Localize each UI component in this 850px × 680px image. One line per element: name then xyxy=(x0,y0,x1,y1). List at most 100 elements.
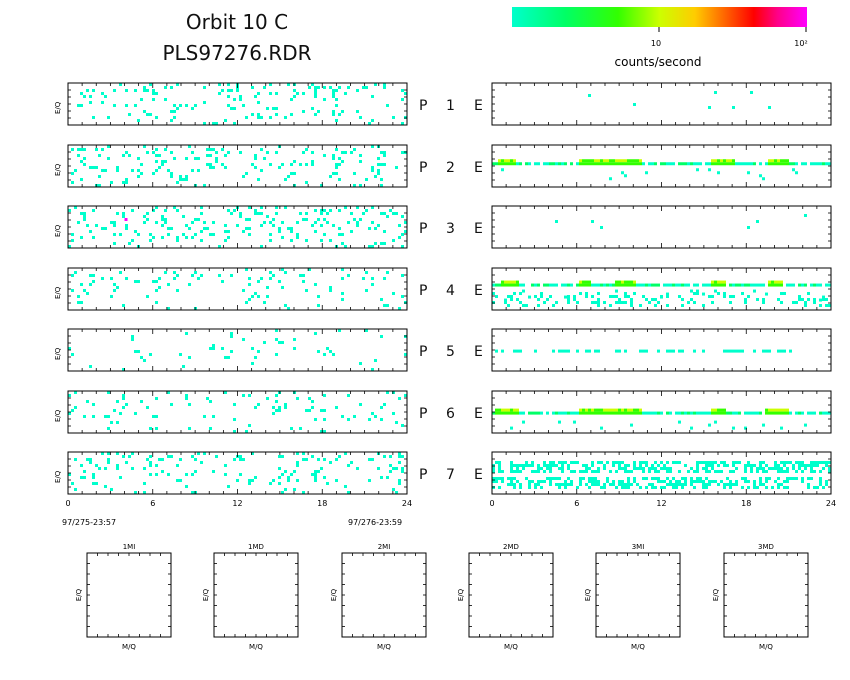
data-cell xyxy=(501,283,504,287)
data-cell xyxy=(320,224,323,227)
data-cell xyxy=(302,218,305,221)
data-cell xyxy=(392,212,395,215)
data-cell xyxy=(122,455,125,458)
data-cell xyxy=(639,461,642,464)
data-cell xyxy=(714,91,717,94)
data-cell xyxy=(293,83,296,86)
data-cell xyxy=(819,162,822,166)
data-cell xyxy=(624,483,627,486)
data-cell xyxy=(158,166,161,169)
data-cell xyxy=(341,277,344,280)
data-cell xyxy=(287,479,290,482)
data-cell xyxy=(332,113,335,116)
data-cell xyxy=(672,477,675,480)
data-cell xyxy=(320,184,323,187)
data-cell xyxy=(176,236,179,239)
data-cell xyxy=(383,403,386,406)
data-cell xyxy=(588,280,591,284)
data-cell xyxy=(248,394,251,397)
data-cell xyxy=(726,411,729,415)
data-cell xyxy=(185,178,188,181)
data-cell xyxy=(636,408,639,412)
data-cell xyxy=(338,157,341,160)
data-cell xyxy=(642,467,645,470)
data-cell xyxy=(95,148,98,151)
data-cell xyxy=(230,332,233,335)
data-cell xyxy=(278,409,281,412)
data-cell xyxy=(302,458,305,461)
data-cell xyxy=(702,304,705,307)
data-cell xyxy=(726,464,729,467)
data-cell xyxy=(233,418,236,421)
data-cell xyxy=(756,470,759,473)
data-cell xyxy=(723,464,726,467)
data-cell xyxy=(711,467,714,470)
data-cell xyxy=(717,411,720,415)
data-cell xyxy=(329,350,332,353)
data-cell xyxy=(663,162,666,166)
data-cell xyxy=(546,283,549,287)
mass-panel-ylabel: E/Q xyxy=(584,588,592,601)
data-cell xyxy=(314,332,317,335)
data-cell xyxy=(723,349,726,353)
data-cell xyxy=(83,148,86,151)
data-cell xyxy=(681,162,684,166)
data-cell xyxy=(624,408,627,412)
data-cell xyxy=(314,470,317,473)
data-cell xyxy=(392,116,395,119)
data-cell xyxy=(702,486,705,489)
data-cell xyxy=(323,476,326,479)
colorbar-tick-10: 10 xyxy=(651,39,661,48)
data-cell xyxy=(335,406,338,409)
data-cell xyxy=(621,283,624,287)
data-cell xyxy=(510,162,513,166)
mass-panel-xlabel: M/Q xyxy=(759,643,773,651)
data-cell xyxy=(666,461,669,464)
data-cell xyxy=(690,162,693,166)
data-cell xyxy=(540,295,543,298)
data-cell xyxy=(654,467,657,470)
data-cell xyxy=(612,408,615,412)
data-cell xyxy=(675,483,678,486)
colorbar-tick-100: 10² xyxy=(794,39,807,48)
data-cell xyxy=(804,162,807,166)
data-cell xyxy=(654,298,657,301)
data-cell xyxy=(164,160,167,163)
data-cell xyxy=(606,477,609,480)
data-cell xyxy=(86,292,89,295)
data-cell xyxy=(567,467,570,470)
data-cell xyxy=(576,162,579,166)
data-cell xyxy=(753,483,756,486)
data-cell xyxy=(353,415,356,418)
data-cell xyxy=(525,477,528,480)
data-cell xyxy=(290,113,293,116)
data-cell xyxy=(813,464,816,467)
data-cell xyxy=(627,486,630,489)
data-cell xyxy=(227,356,230,359)
data-cell xyxy=(747,461,750,464)
data-cell xyxy=(624,174,627,178)
data-cell xyxy=(564,486,567,489)
data-cell xyxy=(155,464,158,467)
data-cell xyxy=(510,477,513,480)
data-cell xyxy=(323,233,326,236)
data-cell xyxy=(284,206,287,209)
data-cell xyxy=(582,411,585,415)
data-cell xyxy=(579,292,582,295)
data-cell xyxy=(681,486,684,489)
data-cell xyxy=(383,86,386,89)
data-cell xyxy=(519,283,522,287)
data-cell xyxy=(711,162,714,166)
data-cell xyxy=(660,295,663,298)
data-cell xyxy=(77,104,80,107)
data-cell xyxy=(759,461,762,464)
data-cell xyxy=(152,89,155,92)
data-cell xyxy=(720,480,723,483)
data-cell xyxy=(777,162,780,166)
data-cell xyxy=(711,461,714,464)
data-cell xyxy=(714,289,717,293)
data-cell xyxy=(576,411,579,415)
data-cell xyxy=(305,212,308,215)
data-cell xyxy=(152,415,155,418)
